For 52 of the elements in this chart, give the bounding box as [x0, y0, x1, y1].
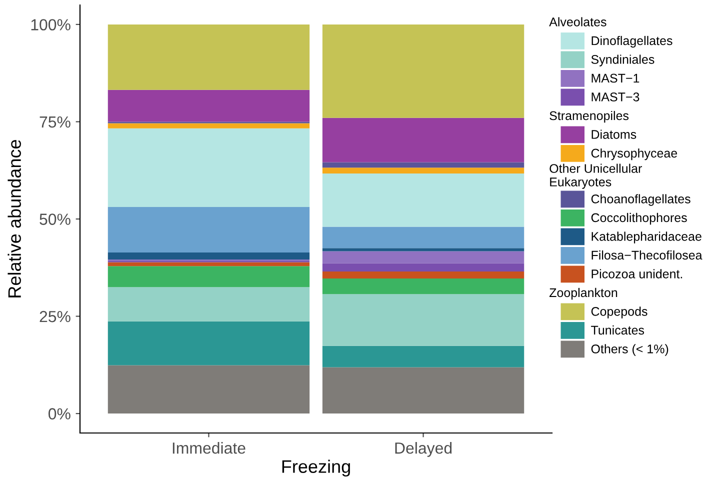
legend-label: Diatoms: [592, 130, 636, 139]
bar: [108, 321, 310, 366]
legend-label: Choanoflagellates: [591, 194, 690, 206]
bar: [322, 251, 524, 264]
bar: [322, 162, 524, 168]
bar: [108, 365, 310, 414]
bar: [108, 262, 310, 266]
legend-label: Chrysophyceae: [591, 148, 678, 160]
bar: [322, 24, 524, 118]
bar: [322, 118, 524, 162]
bar: [322, 168, 524, 174]
bar: [322, 248, 524, 252]
bar: [322, 263, 524, 272]
legend-label: Copepods: [591, 306, 648, 318]
legend-label: MAST−3: [592, 92, 640, 102]
legend-label: Dinoflagellates: [592, 36, 672, 48]
annotation: Zooplankton: [549, 288, 618, 300]
bar: [322, 278, 524, 294]
y-tick-label: 50%: [40, 214, 70, 225]
legend-label: Coccolithophores: [591, 212, 687, 225]
bar: [108, 123, 310, 128]
bar: [322, 226, 524, 248]
x-axis-title: Freezing: [282, 460, 350, 477]
x-tick-label: Delayed: [395, 442, 452, 457]
bar: [108, 128, 310, 207]
bar: [108, 252, 310, 260]
bar: [108, 266, 310, 288]
legend-label: Picozoa unident.: [592, 269, 682, 278]
bar: [322, 367, 524, 414]
bar: [108, 24, 310, 90]
annotation: Alveolates: [549, 17, 606, 26]
annotation: Stramenopiles: [550, 110, 629, 123]
legend-label: Syndiniales: [591, 54, 654, 66]
bar: [322, 272, 524, 279]
annotation: Other Unicellular Eukaryotes: [550, 164, 642, 189]
bar: [322, 173, 524, 227]
y-axis-title: Relative abundance: [8, 140, 21, 298]
y-tick-label: 25%: [40, 310, 70, 322]
bar: [108, 287, 310, 322]
y-tick-label: 0%: [48, 408, 70, 420]
legend-label: Tunicates: [591, 325, 644, 335]
bar: [108, 90, 310, 122]
bar: [322, 346, 524, 368]
bar: [322, 294, 524, 346]
legend-label: Others (< 1%): [591, 344, 668, 356]
legend-label: MAST−1: [592, 74, 640, 83]
legend-label: Katablepharidaceae: [592, 232, 702, 244]
y-tick-label: 75%: [40, 116, 70, 128]
y-tick-label: 100%: [31, 19, 70, 30]
bar: [108, 206, 310, 252]
legend-label: Filosa−Thecofilosea: [592, 250, 702, 260]
x-tick-label: Immediate: [172, 442, 246, 454]
